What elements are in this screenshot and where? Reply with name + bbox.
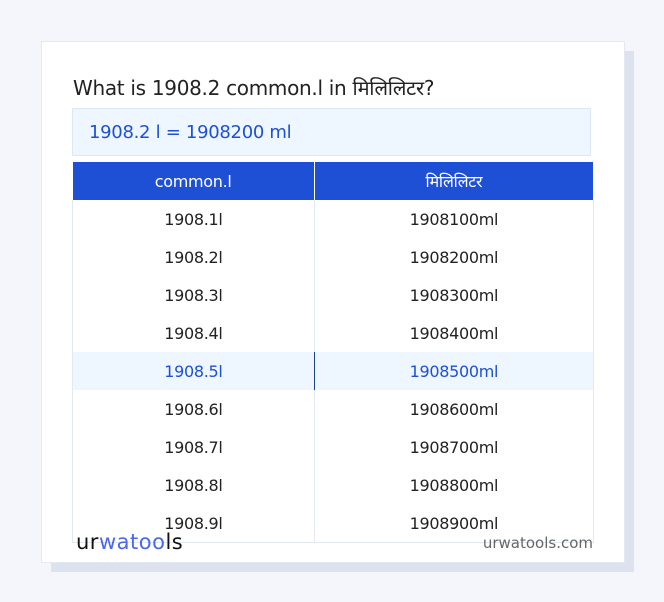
table-cell: 1908400ml	[313, 314, 595, 352]
table-cell: 1908.3l	[72, 276, 315, 314]
site-link[interactable]: urwatools.com	[482, 534, 593, 552]
conversion-table: common.l मिलिलिटर 1908.1l 1908100ml 1908.2…	[72, 162, 595, 543]
table-cell: 1908300ml	[313, 276, 595, 314]
table-cell: 1908200ml	[313, 238, 595, 276]
table-cell: 1908.9l	[72, 504, 315, 543]
table-row: 1908.7l 1908700ml	[72, 428, 595, 466]
table-row: 1908.9l 1908900ml	[72, 504, 595, 543]
table-cell: 1908700ml	[313, 428, 595, 466]
table-row: 1908.4l 1908400ml	[72, 314, 595, 352]
table-cell: 1908.2l	[72, 238, 315, 276]
table-cell: 1908.4l	[72, 314, 315, 352]
table-row: 1908.1l 1908100ml	[72, 200, 595, 238]
table-cell: 1908.8l	[72, 466, 315, 504]
urwatools-logo[interactable]: urwatools	[76, 530, 184, 554]
table-row: 1908.3l 1908300ml	[72, 276, 595, 314]
result-box: 1908.2 l = 1908200 ml	[72, 108, 591, 156]
table-cell: 1908.5l	[72, 352, 315, 390]
table-cell: 1908.6l	[72, 390, 315, 428]
table-cell: 1908900ml	[313, 504, 595, 543]
table-row: 1908.6l 1908600ml	[72, 390, 595, 428]
converter-card: What is 1908.2 common.l in मिलिलिटर? 190…	[41, 41, 625, 563]
table-cell: 1908600ml	[313, 390, 595, 428]
page-title: What is 1908.2 common.l in मिलिलिटर?	[73, 76, 435, 100]
table-cell: 1908500ml	[313, 352, 595, 390]
table-cell: 1908100ml	[313, 200, 595, 238]
table-cell: 1908.7l	[72, 428, 315, 466]
table-row: 1908.5l 1908500ml	[72, 352, 595, 390]
column-header: common.l	[72, 162, 315, 200]
column-header: मिलिलिटर	[314, 162, 595, 200]
table-cell: 1908.1l	[72, 200, 315, 238]
table-cell: 1908800ml	[313, 466, 595, 504]
table-row: 1908.8l 1908800ml	[72, 466, 595, 504]
table-row: 1908.2l 1908200ml	[72, 238, 595, 276]
